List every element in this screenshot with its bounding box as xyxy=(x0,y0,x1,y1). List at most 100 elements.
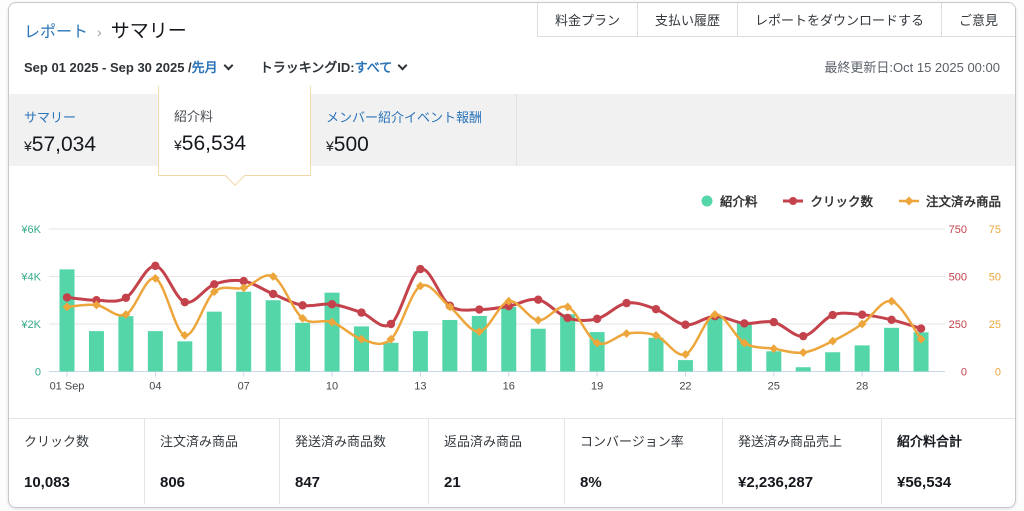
bar-referral-fee[interactable] xyxy=(383,342,399,372)
point-marker-circle[interactable] xyxy=(298,301,307,310)
point-marker-circle[interactable] xyxy=(268,289,278,299)
axis-tick-label: 22 xyxy=(679,381,691,393)
bar-referral-fee[interactable] xyxy=(707,316,723,372)
bar-referral-fee[interactable] xyxy=(295,322,311,372)
point-marker-diamond[interactable] xyxy=(180,331,190,340)
point-marker-circle[interactable] xyxy=(828,310,837,320)
date-range-dropdown[interactable]: Sep 01 2025 - Sep 30 2025 /先月 xyxy=(24,57,234,76)
fee-plan-button[interactable]: 料金プラン xyxy=(536,3,637,36)
bar-referral-fee[interactable] xyxy=(560,314,576,372)
payment-history-button[interactable]: 支払い履歴 xyxy=(636,3,737,36)
tab-member-event-rewards[interactable]: メンバー紹介イベント報酬 ¥500 xyxy=(311,94,517,166)
breadcrumb-reports-link[interactable]: レポート xyxy=(24,24,89,41)
point-marker-diamond[interactable] xyxy=(887,296,896,306)
point-marker-diamond[interactable] xyxy=(416,281,425,291)
bar-referral-fee[interactable] xyxy=(589,332,605,372)
point-marker-circle[interactable] xyxy=(92,296,101,305)
point-marker-diamond[interactable] xyxy=(239,283,249,293)
point-marker-diamond[interactable] xyxy=(651,331,661,340)
bar-referral-fee[interactable] xyxy=(324,292,340,372)
point-marker-circle[interactable] xyxy=(916,324,926,333)
point-marker-diamond[interactable] xyxy=(62,302,72,312)
point-marker-circle[interactable] xyxy=(62,293,72,302)
bar-referral-fee[interactable] xyxy=(471,315,487,372)
point-marker-circle[interactable] xyxy=(416,264,425,274)
point-marker-diamond[interactable] xyxy=(150,274,160,283)
bar-referral-fee[interactable] xyxy=(530,328,546,372)
bar-referral-fee[interactable] xyxy=(265,300,281,372)
point-marker-circle[interactable] xyxy=(651,304,661,314)
axis-tick-label: ¥6K xyxy=(20,224,41,236)
bar-referral-fee[interactable] xyxy=(206,311,222,372)
bar-referral-fee[interactable] xyxy=(648,337,664,372)
point-marker-circle[interactable] xyxy=(504,301,513,311)
point-marker-diamond[interactable] xyxy=(916,334,926,344)
point-marker-circle[interactable] xyxy=(180,297,189,307)
point-marker-circle[interactable] xyxy=(475,305,484,314)
point-marker-circle[interactable] xyxy=(386,319,396,329)
point-marker-diamond[interactable] xyxy=(327,317,337,327)
bar-referral-fee[interactable] xyxy=(913,332,929,372)
point-marker-diamond[interactable] xyxy=(798,348,808,357)
point-marker-circle[interactable] xyxy=(357,308,366,317)
point-marker-circle[interactable] xyxy=(327,300,337,309)
point-marker-diamond[interactable] xyxy=(474,327,484,336)
point-marker-diamond[interactable] xyxy=(209,287,219,297)
point-marker-diamond[interactable] xyxy=(445,302,455,312)
bar-referral-fee[interactable] xyxy=(854,345,870,372)
point-marker-circle[interactable] xyxy=(887,315,896,325)
bar-referral-fee[interactable] xyxy=(501,306,517,372)
point-marker-circle[interactable] xyxy=(534,295,543,304)
tab-summary[interactable]: サマリー ¥57,034 xyxy=(9,94,158,166)
bar-referral-fee[interactable] xyxy=(766,351,782,372)
point-marker-circle[interactable] xyxy=(857,310,867,319)
tracking-id-value[interactable]: すべて xyxy=(354,60,393,75)
date-preset-link[interactable]: 先月 xyxy=(191,60,218,75)
point-marker-circle[interactable] xyxy=(563,313,572,323)
legend-item-ordered-items[interactable]: 注文済み商品 xyxy=(898,191,1001,210)
bar-referral-fee[interactable] xyxy=(825,352,841,372)
point-marker-circle[interactable] xyxy=(121,293,131,302)
legend-item-clicks[interactable]: クリック数 xyxy=(783,191,873,210)
point-marker-diamond[interactable] xyxy=(504,296,514,306)
ordered-items-line[interactable] xyxy=(65,274,923,356)
tracking-id-dropdown[interactable]: トラッキングID:すべて xyxy=(260,57,408,76)
bar-referral-fee[interactable] xyxy=(88,331,104,372)
bar-referral-fee[interactable] xyxy=(147,331,163,372)
point-marker-circle[interactable] xyxy=(740,319,749,328)
point-marker-circle[interactable] xyxy=(799,331,808,341)
point-marker-circle[interactable] xyxy=(681,320,690,329)
point-marker-diamond[interactable] xyxy=(828,336,838,346)
bar-referral-fee[interactable] xyxy=(884,327,900,372)
point-marker-diamond[interactable] xyxy=(268,272,278,281)
point-marker-diamond[interactable] xyxy=(563,302,573,312)
point-marker-diamond[interactable] xyxy=(533,315,543,325)
point-marker-circle[interactable] xyxy=(210,280,219,289)
legend-item-referral-fees[interactable]: 紹介料 xyxy=(701,191,757,210)
feedback-button[interactable]: ご意見 xyxy=(940,3,1015,36)
point-marker-circle[interactable] xyxy=(769,317,778,327)
point-marker-diamond[interactable] xyxy=(298,313,307,323)
bar-referral-fee[interactable] xyxy=(236,291,252,372)
point-marker-circle[interactable] xyxy=(151,261,160,271)
tab-referral-fees[interactable]: 紹介料 ¥56,534 xyxy=(158,86,311,176)
bar-referral-fee[interactable] xyxy=(118,316,134,372)
bar-referral-fee[interactable] xyxy=(177,341,193,372)
bar-referral-fee[interactable] xyxy=(795,367,811,372)
point-marker-circle[interactable] xyxy=(239,276,248,286)
bar-referral-fee[interactable] xyxy=(442,319,458,372)
point-marker-diamond[interactable] xyxy=(386,334,396,344)
bar-referral-fee[interactable] xyxy=(677,360,693,372)
point-marker-diamond[interactable] xyxy=(769,344,779,354)
point-marker-circle[interactable] xyxy=(592,314,602,324)
bar-referral-fee[interactable] xyxy=(412,331,428,372)
point-marker-diamond[interactable] xyxy=(681,350,690,359)
axis-tick-label: 04 xyxy=(149,381,161,393)
download-report-button[interactable]: レポートをダウンロードする xyxy=(736,3,941,36)
bar-referral-fee[interactable] xyxy=(59,269,75,372)
point-marker-diamond[interactable] xyxy=(357,334,366,344)
bar-referral-fee[interactable] xyxy=(354,326,369,372)
point-marker-circle[interactable] xyxy=(622,298,631,308)
point-marker-diamond[interactable] xyxy=(622,329,631,338)
